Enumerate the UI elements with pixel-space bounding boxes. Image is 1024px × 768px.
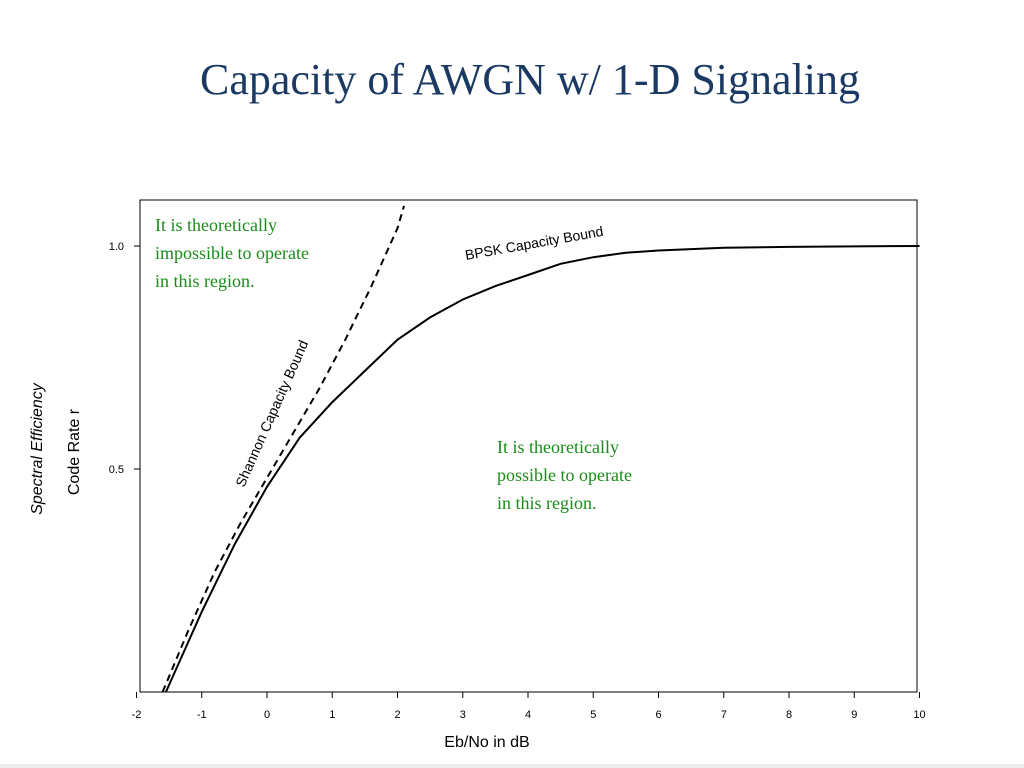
x-tick-label: 10 [913, 709, 925, 721]
footer-divider [0, 764, 1024, 768]
x-tick-label: 4 [525, 709, 531, 721]
x-tick-label: 1 [329, 709, 335, 721]
shannon-curve-label: Shannon Capacity Bound [232, 338, 311, 490]
y-axis-ticks: 0.5 1.0 [109, 241, 140, 476]
bpsk-capacity-curve [164, 245, 920, 693]
x-tick-label: 2 [394, 709, 400, 721]
bpsk-curve-label: BPSK Capacity Bound [464, 223, 605, 263]
x-tick-label: -2 [132, 709, 142, 721]
x-tick-label: 0 [264, 709, 270, 721]
y-tick-label: 0.5 [109, 464, 124, 476]
y-tick-label: 1.0 [109, 241, 124, 253]
x-axis-ticks: -2 -1 0 1 2 3 4 5 6 7 8 9 10 [132, 692, 926, 721]
x-tick-label: 6 [655, 709, 661, 721]
x-tick-label: -1 [197, 709, 207, 721]
y-axis-label: Code Rate r [66, 408, 83, 495]
possible-note-line: It is theoretically [497, 437, 619, 457]
possible-region-note: It is theoretically possible to operate … [497, 437, 636, 513]
impossible-note-line: in this region. [155, 271, 255, 291]
x-tick-label: 8 [786, 709, 792, 721]
shannon-capacity-curve [161, 205, 405, 693]
impossible-note-line: impossible to operate [155, 243, 309, 263]
x-tick-label: 5 [590, 709, 596, 721]
y-axis-label-italic: Spectral Efficiency [29, 382, 46, 515]
x-axis-label: Eb/No in dB [444, 734, 529, 751]
possible-note-line: possible to operate [497, 465, 632, 485]
impossible-note-line: It is theoretically [155, 215, 277, 235]
possible-note-line: in this region. [497, 493, 597, 513]
x-tick-label: 9 [851, 709, 857, 721]
x-tick-label: 7 [721, 709, 727, 721]
slide-title: Capacity of AWGN w/ 1-D Signaling [199, 55, 861, 104]
impossible-region-note: It is theoretically impossible to operat… [155, 215, 313, 291]
x-tick-label: 3 [460, 709, 466, 721]
